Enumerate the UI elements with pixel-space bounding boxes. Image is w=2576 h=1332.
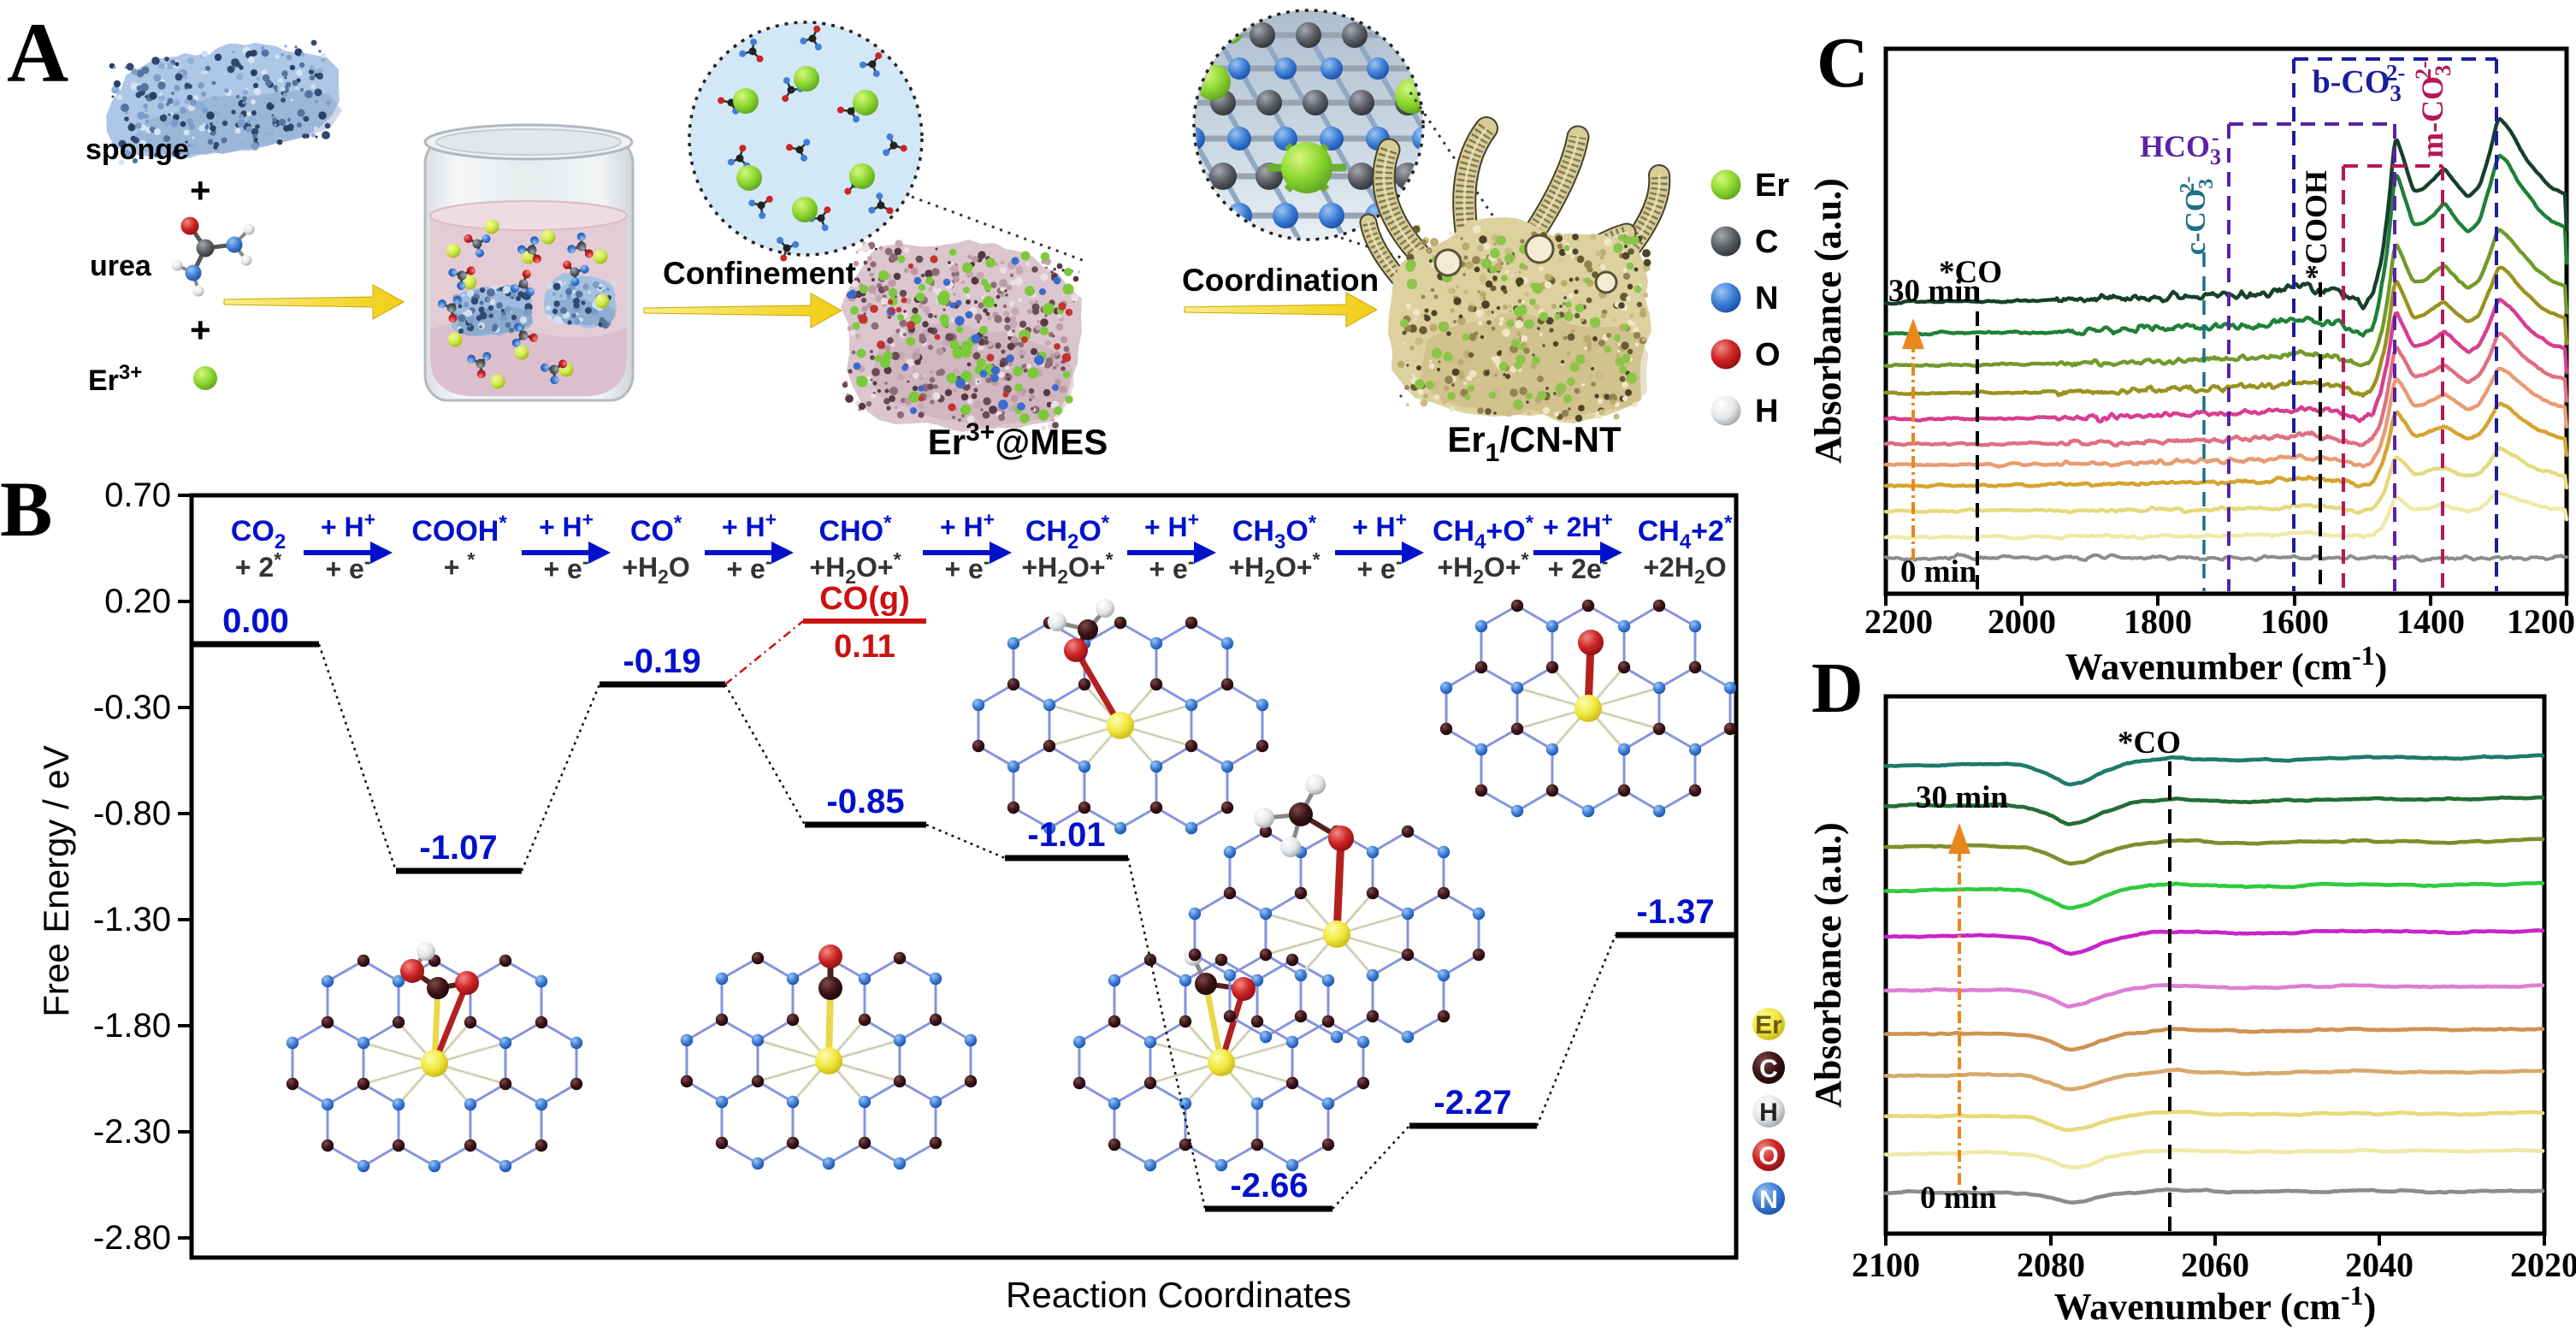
svg-text:+H2O+*: +H2O+* [809, 548, 901, 588]
svg-text:1800: 1800 [2124, 602, 2192, 641]
svg-text:-0.30: -0.30 [93, 689, 171, 726]
svg-text:H: H [1755, 394, 1778, 429]
svg-text:+ H+: + H+ [539, 508, 594, 542]
svg-text:CH4+O*: CH4+O* [1433, 512, 1534, 554]
svg-text:+ e-: + e- [726, 550, 771, 584]
svg-text:Absorbance (a.u.): Absorbance (a.u.) [1807, 178, 1849, 464]
svg-text:-1.37: -1.37 [1636, 893, 1714, 931]
svg-text:CO2: CO2 [231, 515, 286, 554]
svg-text:b-CO32-: b-CO32- [2313, 60, 2406, 106]
svg-text:C: C [1759, 1055, 1778, 1083]
svg-text:0.00: 0.00 [222, 602, 289, 640]
svg-text:Er3+: Er3+ [88, 361, 142, 397]
svg-text:30 min: 30 min [1888, 274, 1981, 309]
svg-text:+: + [190, 310, 211, 350]
svg-text:2000: 2000 [1988, 602, 2056, 641]
svg-text:1200: 1200 [2507, 602, 2575, 641]
svg-text:c-CO32-: c-CO32- [2177, 176, 2218, 255]
svg-text:+H2O+*: +H2O+* [1021, 548, 1113, 588]
svg-text:CO*: CO* [630, 512, 682, 548]
svg-text:N: N [1759, 1186, 1778, 1214]
svg-text:+ H+: + H+ [1144, 508, 1199, 542]
svg-text:2040: 2040 [2345, 1246, 2414, 1284]
svg-text:A: A [7, 5, 68, 100]
svg-text:+ 2H+: + 2H+ [1543, 508, 1613, 542]
svg-text:+2H2O: +2H2O [1643, 552, 1726, 588]
svg-text:Er: Er [1755, 168, 1789, 204]
svg-text:-1.07: -1.07 [419, 829, 497, 867]
svg-text:0.11: 0.11 [834, 629, 895, 665]
svg-text:*COOH: *COOH [2299, 170, 2333, 280]
svg-text:+ 2e-: + 2e- [1548, 550, 1609, 584]
svg-text:-2.80: -2.80 [93, 1219, 171, 1257]
svg-text:*CO: *CO [1939, 255, 2002, 290]
svg-text:-2.66: -2.66 [1230, 1167, 1308, 1205]
svg-text:Er1/CN-NT: Er1/CN-NT [1447, 419, 1622, 467]
svg-text:Confinement: Confinement [663, 256, 856, 291]
svg-text:sponge: sponge [86, 133, 189, 166]
svg-text:1600: 1600 [2260, 602, 2329, 641]
svg-text:-2.27: -2.27 [1433, 1084, 1511, 1122]
svg-text:-0.85: -0.85 [826, 783, 904, 820]
svg-text:C: C [1755, 224, 1778, 260]
svg-text:0.70: 0.70 [104, 477, 171, 514]
svg-text:-1.30: -1.30 [93, 901, 171, 938]
svg-text:O: O [1758, 1142, 1778, 1170]
svg-text:Wavenumber (cm-1): Wavenumber (cm-1) [2065, 640, 2388, 688]
svg-text:CH4+2*: CH4+2* [1638, 512, 1733, 554]
svg-text:Wavenumber (cm-1): Wavenumber (cm-1) [2054, 1280, 2377, 1328]
svg-text:+H2O+*: +H2O+* [1228, 548, 1320, 588]
svg-text:CO(g): CO(g) [819, 581, 910, 617]
svg-text:D: D [1811, 648, 1864, 728]
svg-text:COOH*: COOH* [411, 512, 507, 548]
svg-text:+ e-: + e- [543, 550, 588, 584]
svg-text:Coordination: Coordination [1182, 263, 1379, 298]
svg-text:+ H+: + H+ [321, 508, 375, 542]
svg-text:-1.80: -1.80 [93, 1007, 171, 1045]
svg-text:N: N [1755, 281, 1778, 317]
svg-text:-2.30: -2.30 [93, 1113, 171, 1151]
svg-text:+ e-: + e- [944, 550, 990, 584]
svg-text:m-CO32-: m-CO32- [2411, 61, 2455, 158]
svg-text:C: C [1817, 23, 1869, 103]
svg-text:+ e-: + e- [325, 550, 370, 584]
svg-text:2060: 2060 [2181, 1246, 2249, 1284]
svg-text:*CO: *CO [2118, 725, 2181, 761]
svg-text:-0.80: -0.80 [93, 795, 171, 832]
svg-text:2080: 2080 [2017, 1246, 2085, 1284]
svg-text:H: H [1759, 1098, 1778, 1127]
svg-text:+ H+: + H+ [940, 508, 995, 542]
svg-text:-0.19: -0.19 [623, 642, 700, 680]
svg-text:+ e-: + e- [1356, 550, 1402, 584]
svg-text:urea: urea [90, 250, 152, 282]
svg-text:O: O [1755, 337, 1781, 373]
svg-text:Reaction Coordinates: Reaction Coordinates [1006, 1275, 1351, 1315]
svg-text:CHO*: CHO* [819, 512, 893, 548]
svg-text:Er: Er [1755, 1011, 1782, 1039]
svg-text:2200: 2200 [1864, 602, 1933, 641]
svg-text:CH2O*: CH2O* [1025, 512, 1110, 554]
svg-text:+H2O+*: +H2O+* [1437, 548, 1528, 588]
svg-text:0.20: 0.20 [104, 583, 171, 620]
svg-text:+ e-: + e- [1149, 550, 1194, 584]
svg-text:1400: 1400 [2396, 602, 2465, 641]
svg-text:+: + [190, 170, 211, 210]
svg-text:Er3+@MES: Er3+@MES [928, 418, 1108, 462]
svg-text:+ *: + * [444, 548, 476, 583]
svg-text:2100: 2100 [1852, 1246, 1920, 1284]
svg-text:+ H+: + H+ [1352, 508, 1407, 542]
svg-text:Free Energy / eV: Free Energy / eV [36, 745, 76, 1016]
svg-text:+ 2*: + 2* [235, 548, 281, 583]
svg-text:-1.01: -1.01 [1027, 816, 1105, 854]
svg-text:2020: 2020 [2510, 1246, 2576, 1284]
svg-text:+H2O: +H2O [622, 552, 689, 588]
svg-text:CH3O*: CH3O* [1232, 512, 1317, 554]
svg-text:0 min: 0 min [1920, 1181, 1997, 1216]
svg-text:Absorbance (a.u.): Absorbance (a.u.) [1807, 822, 1849, 1108]
svg-text:30 min: 30 min [1916, 780, 2008, 815]
svg-text:HCO3-: HCO3- [2140, 125, 2221, 169]
svg-text:+ H+: + H+ [722, 508, 777, 542]
svg-text:B: B [0, 465, 52, 553]
